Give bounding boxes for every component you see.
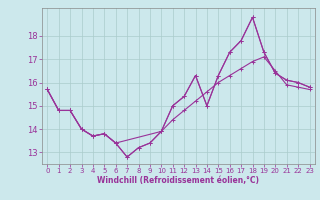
X-axis label: Windchill (Refroidissement éolien,°C): Windchill (Refroidissement éolien,°C) xyxy=(97,176,260,185)
